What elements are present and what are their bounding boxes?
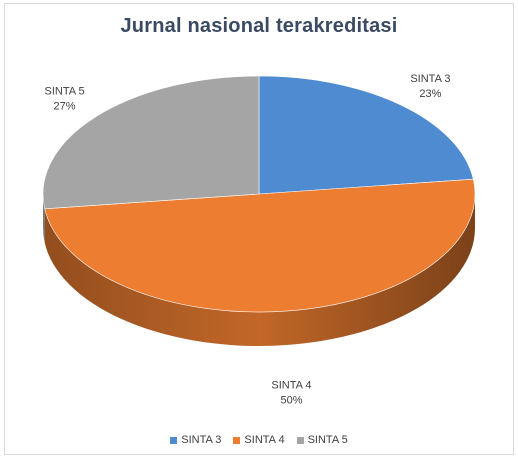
legend-entry-sinta-5: SINTA 5 [296, 434, 348, 446]
legend-swatch [170, 436, 178, 444]
pie-chart: SINTA 3 23% SINTA 4 50% SINTA 5 27% [42, 73, 476, 406]
legend-entry-sinta-4: SINTA 4 [233, 434, 285, 446]
legend-entry-sinta-3: SINTA 3 [170, 434, 221, 446]
slice-label-name: SINTA 3 [410, 73, 450, 85]
slice-label-sinta-3: SINTA 3 23% [410, 73, 450, 100]
legend: SINTA 3 SINTA 4 SINTA 5 [5, 434, 513, 446]
legend-label: SINTA 3 [181, 434, 222, 446]
slice-label-sinta-4: SINTA 4 50% [271, 379, 311, 406]
legend-label: SINTA 5 [307, 434, 348, 446]
slice-label-name: SINTA 4 [271, 379, 311, 391]
pie-slice-sinta-4 [44, 178, 476, 313]
pie-slice-sinta-5 [42, 75, 260, 210]
slice-label-sinta-5: SINTA 5 27% [44, 85, 84, 112]
slice-label-value: 50% [280, 394, 302, 406]
slice-label-value: 23% [419, 88, 441, 100]
pie-side-sinta-5 [43, 194, 45, 243]
pie-side-sinta-4 [44, 194, 476, 347]
slice-label-name: SINTA 5 [44, 85, 84, 97]
legend-swatch [233, 436, 241, 444]
chart-title: Jurnal nasional terakreditasi [120, 15, 398, 37]
legend-label: SINTA 4 [244, 434, 285, 446]
legend-swatch [296, 436, 304, 444]
pie-slice-sinta-3 [258, 75, 474, 195]
slice-label-value: 27% [54, 100, 76, 112]
chart-frame: Jurnal nasional terakreditasi SINTA 3 23%… [4, 3, 514, 455]
